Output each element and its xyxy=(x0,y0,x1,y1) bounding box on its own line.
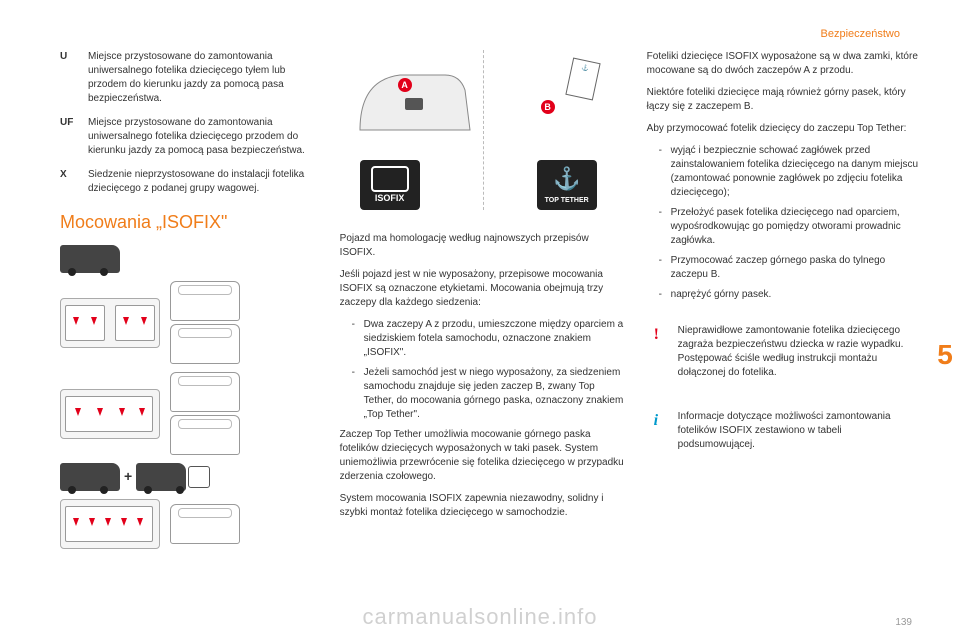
bullet-text: Dwa zaczepy A z przodu, umieszczone międ… xyxy=(364,318,627,360)
top-tether-badge: TOP TETHER xyxy=(537,160,597,210)
seat-side-view xyxy=(350,60,480,150)
left-column: U Miejsce przystosowane do zamontowania … xyxy=(60,50,320,557)
definition-text: Miejsce przystosowane do zamontowania un… xyxy=(88,116,320,158)
definition-item: X Siedzenie nieprzystosowane do instalac… xyxy=(60,168,320,196)
bullet-item: - wyjąć i bezpiecznie schować zagłówek p… xyxy=(647,144,920,200)
paragraph: Aby przymocować fotelik dziecięcy do zac… xyxy=(647,122,920,136)
seat-row-diagram xyxy=(60,298,160,348)
definition-label: U xyxy=(60,50,88,106)
top-view-diagram xyxy=(170,372,240,412)
bullet-text: Przymocować zaczep górnego paska do tyln… xyxy=(671,254,920,282)
seat-diagrams: + xyxy=(60,245,320,549)
top-view-diagram xyxy=(170,415,240,455)
marker-b: B xyxy=(541,100,555,114)
bullet-item: - Przełożyć pasek fotelika dziecięcego n… xyxy=(647,206,920,248)
paragraph: Niektóre foteliki dziecięce mają również… xyxy=(647,86,920,114)
warning-text: Nieprawidłowe zamontowanie fotelika dzie… xyxy=(678,324,910,380)
bullet-item: - Przymocować zaczep górnego paska do ty… xyxy=(647,254,920,282)
warning-icon: ! xyxy=(654,324,659,346)
bullet-dash: - xyxy=(352,366,364,422)
isofix-illustration: A ⚓ B ISOFIX TOP TETHER xyxy=(340,50,627,160)
bullet-text: naprężyć górny pasek. xyxy=(671,288,772,302)
definition-item: UF Miejsce przystosowane do zamontowania… xyxy=(60,116,320,158)
top-view-diagram xyxy=(170,504,240,544)
bullet-item: - Dwa zaczepy A z przodu, umieszczone mi… xyxy=(340,318,627,360)
info-box: i Informacje dotyczące możliwości zamont… xyxy=(647,402,920,460)
plus-icon: + xyxy=(124,467,132,487)
bullet-text: Jeżeli samochód jest w niego wyposażony,… xyxy=(364,366,627,422)
divider xyxy=(483,50,484,210)
definition-text: Siedzenie nieprzystosowane do instalacji… xyxy=(88,168,320,196)
definition-text: Miejsce przystosowane do zamontowania un… xyxy=(88,50,320,106)
page-number: 139 xyxy=(895,617,912,628)
bullet-item: - Jeżeli samochód jest w niego wyposażon… xyxy=(340,366,627,422)
section-title: Bezpieczeństwo xyxy=(821,28,901,40)
bullet-dash: - xyxy=(659,206,671,248)
bullet-text: wyjąć i bezpiecznie schować zagłówek prz… xyxy=(671,144,920,200)
seat-svg xyxy=(350,60,480,150)
warning-box: ! Nieprawidłowe zamontowanie fotelika dz… xyxy=(647,316,920,388)
info-text: Informacje dotyczące możliwości zamontow… xyxy=(678,410,910,452)
bullet-dash: - xyxy=(352,318,364,360)
right-column: Foteliki dziecięce ISOFIX wyposażone są … xyxy=(647,50,920,557)
definition-label: X xyxy=(60,168,88,196)
bullet-item: - naprężyć górny pasek. xyxy=(647,288,920,302)
seat-row-diagram xyxy=(60,499,160,549)
info-icon: i xyxy=(654,410,658,432)
paragraph: Foteliki dziecięce ISOFIX wyposażone są … xyxy=(647,50,920,78)
bullet-dash: - xyxy=(659,288,671,302)
paragraph: Zaczep Top Tether umożliwia mocowanie gó… xyxy=(340,428,627,484)
tether-tag: ⚓ xyxy=(565,58,600,101)
watermark: carmanualsonline.info xyxy=(362,604,597,630)
bullet-dash: - xyxy=(659,254,671,282)
paragraph: Pojazd ma homologację według najnowszych… xyxy=(340,232,627,260)
van-icon xyxy=(60,245,120,273)
isofix-badge: ISOFIX xyxy=(360,160,420,210)
bullet-dash: - xyxy=(659,144,671,200)
marker-a: A xyxy=(398,78,412,92)
chapter-number: 5 xyxy=(930,330,960,380)
top-view-diagram xyxy=(170,324,240,364)
isofix-heading: Mocowania „ISOFIX" xyxy=(60,210,320,235)
van-icon xyxy=(60,463,120,491)
paragraph: System mocowania ISOFIX zapewnia niezawo… xyxy=(340,492,627,520)
top-view-diagram xyxy=(170,281,240,321)
section-header: Bezpieczeństwo xyxy=(821,28,901,40)
middle-column: A ⚓ B ISOFIX TOP TETHER Pojazd ma homolo… xyxy=(340,50,627,557)
van-icon xyxy=(136,463,186,491)
bullet-text: Przełożyć pasek fotelika dziecięcego nad… xyxy=(671,206,920,248)
definition-item: U Miejsce przystosowane do zamontowania … xyxy=(60,50,320,106)
child-seat-icon xyxy=(188,466,210,488)
paragraph: Jeśli pojazd jest w nie wyposażony, prze… xyxy=(340,268,627,310)
page-content: U Miejsce przystosowane do zamontowania … xyxy=(0,0,960,567)
definition-label: UF xyxy=(60,116,88,158)
seat-row-diagram xyxy=(60,389,160,439)
